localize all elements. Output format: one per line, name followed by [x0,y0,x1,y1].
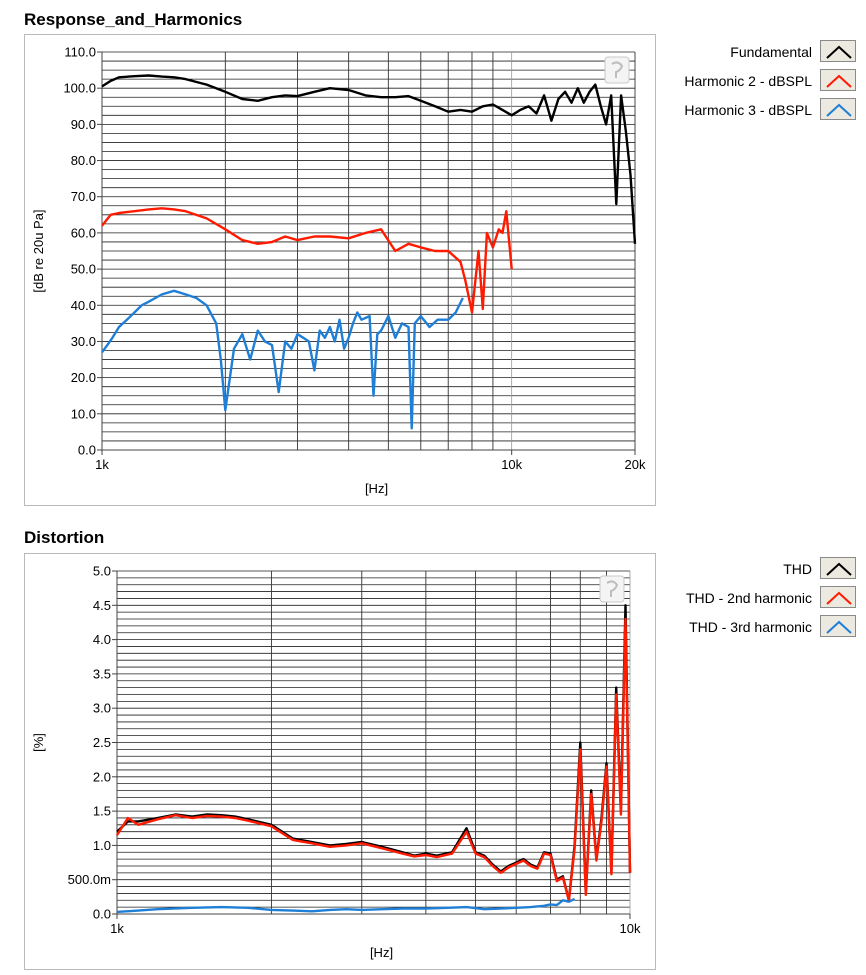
y-tick-label: 1.5 [93,804,111,819]
legend-item[interactable]: THD - 3rd harmonic [656,613,856,642]
legend-swatch-icon[interactable] [820,69,856,91]
legend-item[interactable]: Harmonic 2 - dBSPL [656,67,856,96]
x-tick-label: 10k [620,921,641,936]
y-tick-label: 20.0 [71,370,96,385]
y-tick-label: 10.0 [71,406,96,421]
y-tick-label: 50.0 [71,262,96,277]
legend-item[interactable]: THD - 2nd harmonic [656,584,856,613]
y-tick-label: 5.0 [93,564,111,579]
graph-palette-icon[interactable] [604,56,630,84]
y-tick-label: 3.0 [93,701,111,716]
graph-palette-icon[interactable] [599,575,625,603]
chart2-title: Distortion [24,528,105,547]
series-line-3 [116,897,576,914]
y-tick-label: 2.0 [93,769,111,784]
chart1-legend: Fundamental Harmonic 2 - dBSPL Harmonic 3 … [656,38,856,125]
legend-label: THD [783,561,812,577]
y-tick-label: 4.5 [93,598,111,613]
legend-label: Harmonic 3 - dBSPL [684,102,812,118]
y-tick-label: 110.0 [64,45,96,60]
series-line-2 [115,617,632,902]
y-tick-label: 4.0 [93,632,111,647]
chart1-frame: 0.0 10.0 20.0 30.0 40.0 50.0 60.0 70.0 80.0 90.0 1… [24,34,656,506]
series-line-1 [116,604,632,902]
chart2-frame: 0.0 500.0m 1.0 1.5 2.0 2.5 3.0 3.5 4.0 4.5 5.0 1k 10… [24,553,656,970]
legend-swatch-icon[interactable] [820,557,856,579]
chart1-plot[interactable]: 0.0 10.0 20.0 30.0 40.0 50.0 60.0 70.0 80.0 90.0 1… [25,35,655,505]
y-tick-label: 30.0 [71,334,96,349]
x-tick-label: 1k [110,921,124,936]
legend-label: Harmonic 2 - dBSPL [684,73,812,89]
y-tick-label: 0.0 [93,907,111,922]
chart2-legend: THD THD - 2nd harmonic THD - 3rd harmonic [656,555,856,642]
x-tick-label: 20k [625,457,646,472]
y-tick-label: 80.0 [71,153,96,168]
grid [116,570,631,915]
chart2-plot[interactable]: 0.0 500.0m 1.0 1.5 2.0 2.5 3.0 3.5 4.0 4.5 5.0 1k 10… [25,554,655,969]
x-tick-label: 10k [501,457,522,472]
y-tick-label: 60.0 [71,225,96,240]
x-axis-title: [Hz] [370,945,393,960]
y-tick-label: 0.0 [78,443,96,458]
legend-label: THD - 2nd harmonic [685,590,812,606]
y-tick-label: 40.0 [71,298,96,313]
series-line-3 [101,289,464,430]
legend-swatch-icon[interactable] [820,40,856,62]
y-tick-label: 70.0 [71,189,96,204]
x-tick-label: 1k [95,457,109,472]
legend-swatch-icon[interactable] [820,98,856,120]
y-tick-label: 2.5 [93,735,111,750]
legend-item[interactable]: Fundamental [656,38,856,67]
y-tick-label: 90.0 [71,117,96,132]
y-tick-label: 500.0m [68,872,111,887]
series-line-1 [101,74,637,244]
legend-item[interactable]: Harmonic 3 - dBSPL [656,96,856,125]
y-tick-label: 1.0 [93,838,111,853]
chart1-title: Response_and_Harmonics [24,10,243,29]
legend-label: Fundamental [730,44,812,60]
y-tick-label: 3.5 [93,666,111,681]
y-tick-label: 100.0 [63,81,96,96]
legend-item[interactable]: THD [656,555,856,584]
y-axis-title: [%] [31,733,46,752]
legend-swatch-icon[interactable] [820,586,856,608]
y-axis-title: [dB re 20u Pa] [31,209,46,292]
legend-swatch-icon[interactable] [820,615,856,637]
legend-label: THD - 3rd harmonic [689,619,812,635]
series-line-2 [101,207,513,314]
x-axis-title: [Hz] [365,481,388,496]
